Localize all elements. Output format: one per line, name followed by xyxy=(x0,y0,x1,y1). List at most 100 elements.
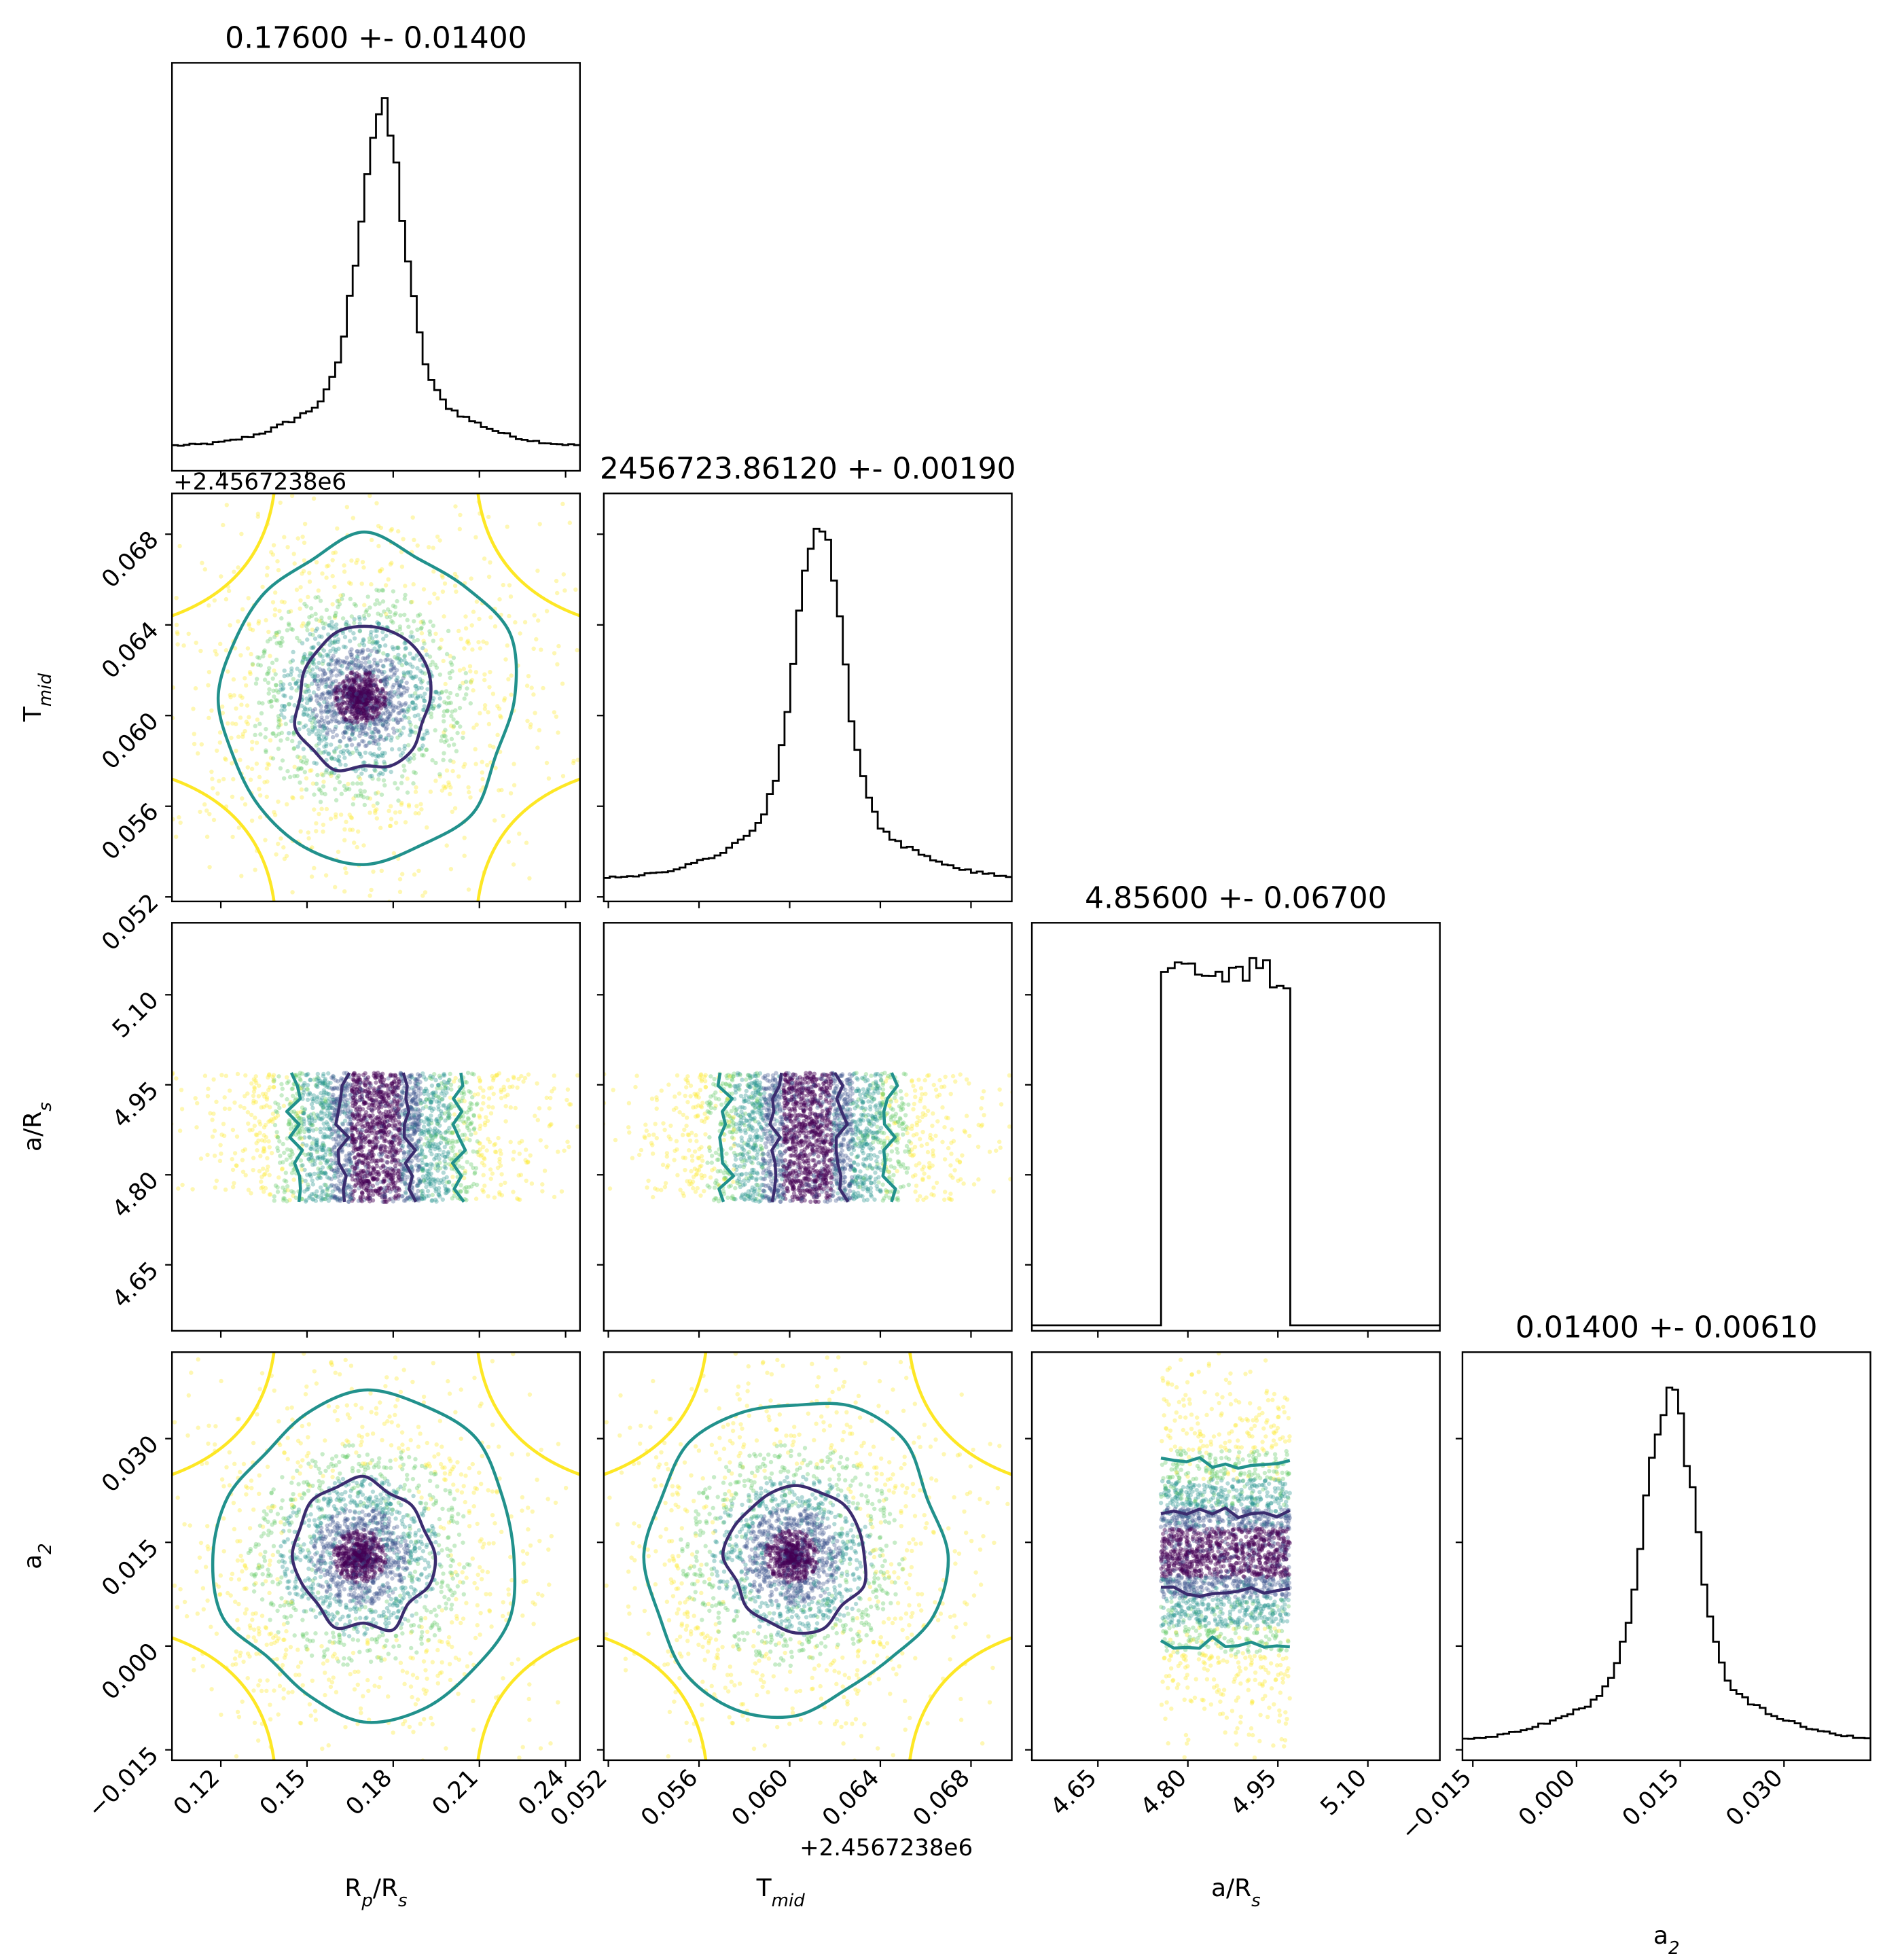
scatter-point xyxy=(391,683,396,688)
scatter-point xyxy=(312,716,317,721)
scatter-point xyxy=(305,1087,310,1092)
scatter-point xyxy=(172,685,176,690)
scatter-point xyxy=(419,685,424,690)
scatter-point xyxy=(231,777,236,782)
scatter-point xyxy=(357,628,363,633)
scatter-point xyxy=(382,1144,387,1149)
scatter-point xyxy=(361,697,366,702)
scatter-point xyxy=(325,1195,330,1200)
scatter-point xyxy=(492,818,497,823)
scatter-point xyxy=(501,813,505,819)
scatter-point xyxy=(338,672,342,677)
scatter-point xyxy=(307,731,312,736)
scatter-point xyxy=(437,1180,442,1186)
scatter-point xyxy=(351,677,356,682)
scatter-point xyxy=(351,1095,356,1100)
scatter-point xyxy=(329,1101,334,1106)
scatter-point xyxy=(304,1187,309,1192)
scatter-point xyxy=(364,694,369,700)
scatter-point xyxy=(367,719,372,724)
scatter-point xyxy=(420,1196,425,1202)
scatter-point xyxy=(255,1148,259,1153)
scatter-point xyxy=(310,660,315,665)
scatter-point xyxy=(352,685,357,690)
scatter-point xyxy=(374,677,378,682)
scatter-point xyxy=(367,694,372,700)
scatter-point xyxy=(442,1082,447,1088)
scatter-point xyxy=(383,702,388,707)
scatter-point xyxy=(310,720,315,725)
scatter-point xyxy=(336,1167,341,1173)
scatter-point xyxy=(296,1116,302,1121)
scatter-point xyxy=(308,1092,312,1097)
scatter-point xyxy=(330,688,335,693)
scatter-point xyxy=(310,1178,315,1183)
scatter-point xyxy=(442,1073,447,1078)
scatter-point xyxy=(403,1181,408,1186)
scatter-point xyxy=(369,696,374,701)
scatter-point xyxy=(306,728,311,732)
scatter-point xyxy=(357,694,362,699)
scatter-point xyxy=(330,658,335,662)
scatter-point xyxy=(342,684,346,690)
scatter-point xyxy=(374,697,378,702)
scatter-point xyxy=(415,1145,420,1150)
scatter-point xyxy=(370,715,375,720)
scatter-point xyxy=(420,1152,425,1157)
scatter-point xyxy=(363,690,368,696)
scatter-point xyxy=(295,666,300,671)
scatter-point xyxy=(360,1107,365,1111)
scatter-point xyxy=(278,500,283,505)
scatter-point xyxy=(412,872,417,877)
scatter-point xyxy=(382,700,387,705)
scatter-point xyxy=(373,667,378,672)
scatter-point xyxy=(335,697,340,702)
scatter-point xyxy=(154,850,158,854)
scatter-point xyxy=(360,641,365,645)
scatter-point xyxy=(325,710,329,715)
scatter-point xyxy=(213,649,217,654)
scatter-point xyxy=(285,736,290,741)
scatter-point xyxy=(335,1170,340,1175)
scatter-point xyxy=(386,714,391,719)
scatter-point xyxy=(388,696,393,702)
scatter-point xyxy=(355,706,360,711)
scatter-point xyxy=(458,724,463,729)
scatter-point xyxy=(383,719,388,725)
scatter-point xyxy=(308,1156,313,1161)
scatter-point xyxy=(302,655,306,660)
scatter-point xyxy=(299,758,304,764)
scatter-point xyxy=(276,629,282,635)
scatter-point xyxy=(240,607,245,612)
scatter-point xyxy=(238,715,243,720)
scatter-point xyxy=(329,1147,334,1152)
scatter-point xyxy=(448,867,454,872)
scatter-point xyxy=(402,746,407,751)
scatter-point xyxy=(412,1076,417,1082)
scatter-point xyxy=(164,789,168,794)
scatter-point xyxy=(331,1074,336,1080)
scatter-point xyxy=(356,694,361,699)
scatter-point xyxy=(408,732,412,738)
scatter-point xyxy=(302,755,307,760)
scatter-point xyxy=(467,1138,472,1143)
scatter-point xyxy=(307,1135,312,1140)
scatter-point xyxy=(363,688,369,692)
scatter-point xyxy=(238,653,243,658)
scatter-point xyxy=(372,1090,377,1095)
scatter-point xyxy=(537,1106,542,1111)
scatter-point xyxy=(266,680,271,685)
scatter-point xyxy=(476,1092,480,1097)
scatter-point xyxy=(429,1162,433,1166)
scatter-point xyxy=(442,1103,447,1108)
scatter-point xyxy=(328,708,333,713)
scatter-point xyxy=(350,1133,355,1137)
scatter-point xyxy=(539,1043,543,1047)
scatter-point xyxy=(364,712,369,717)
scatter-point xyxy=(463,1169,468,1174)
scatter-point xyxy=(412,537,416,542)
scatter-point xyxy=(236,565,240,570)
scatter-point xyxy=(232,1151,238,1156)
scatter-point xyxy=(340,659,346,664)
scatter-point xyxy=(354,694,359,698)
